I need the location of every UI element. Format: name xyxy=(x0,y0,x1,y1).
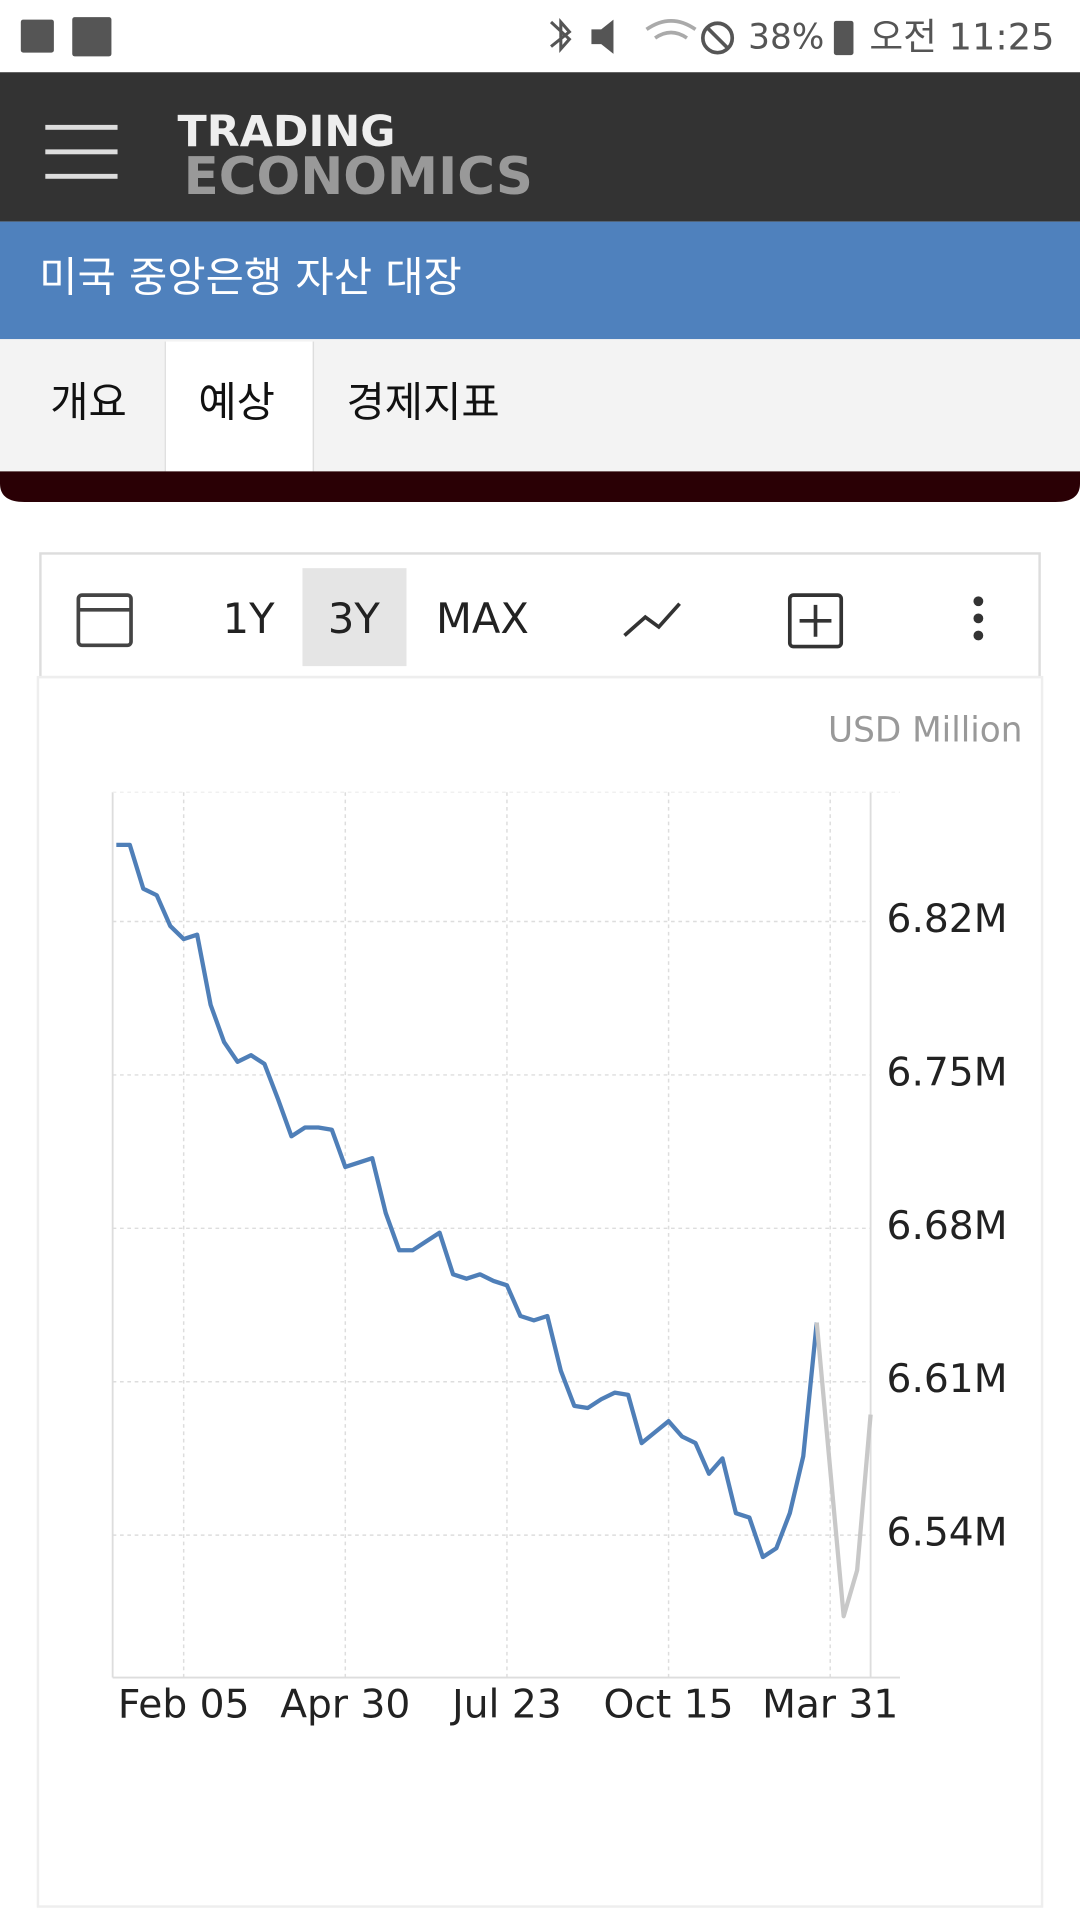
mute-icon xyxy=(591,19,614,54)
range-button[interactable]: 3Y xyxy=(328,594,380,643)
y-tick-label: 6.54M xyxy=(887,1511,1008,1556)
data-line xyxy=(814,1322,873,1619)
plus-icon xyxy=(799,604,832,637)
wifi-icon xyxy=(645,18,697,40)
plus-icon xyxy=(787,593,844,649)
battery-percent: 38% xyxy=(748,18,824,58)
bluetooth-icon xyxy=(549,17,572,54)
logo-top[interactable]: TRADING xyxy=(178,107,396,157)
tab[interactable]: 개요 xyxy=(50,377,127,426)
range-button[interactable]: MAX xyxy=(436,594,529,643)
compare-button[interactable] xyxy=(787,593,844,649)
y-tick-label: 6.82M xyxy=(887,897,1008,942)
dot xyxy=(973,630,984,641)
battery-icon xyxy=(833,20,854,56)
page-title: 미국 중앙은행 자산 대장 xyxy=(39,252,462,301)
more-button[interactable] xyxy=(973,596,984,641)
menu-bar xyxy=(45,124,118,130)
x-tick-label: Mar 31 xyxy=(762,1682,898,1727)
y-tick-label: 6.75M xyxy=(887,1050,1008,1095)
clock: 오전 11:25 xyxy=(869,16,1054,59)
tab-bar xyxy=(0,339,1080,472)
dnd-slash xyxy=(706,26,729,50)
tab[interactable]: 경제지표 xyxy=(347,377,500,426)
x-tick-label: Apr 30 xyxy=(280,1682,410,1727)
x-tick-label: Oct 15 xyxy=(604,1682,734,1727)
logo-bottom[interactable]: ECONOMICS xyxy=(184,147,533,207)
app-header xyxy=(0,72,1080,222)
menu-button[interactable] xyxy=(45,124,118,179)
banner-strip xyxy=(0,471,1080,503)
tab[interactable]: 예상 xyxy=(198,377,275,426)
unit-label: USD Million xyxy=(828,711,1022,751)
flipboard-icon xyxy=(72,17,112,57)
chart-panel xyxy=(36,675,1044,1908)
plot: 6.54M 6.61M 6.68M 6.75M 6.82M Feb 05 Apr 30 Jul… xyxy=(111,791,1008,1727)
chart-type-button[interactable] xyxy=(623,602,681,637)
calendar-button[interactable] xyxy=(76,593,133,648)
x-tick-label: Jul 23 xyxy=(449,1682,562,1727)
menu-bar xyxy=(45,173,118,179)
menu-bar xyxy=(45,149,118,155)
range-selected-bg xyxy=(302,568,407,667)
gallery-icon xyxy=(20,19,54,53)
data-line xyxy=(116,842,819,1560)
y-tick-label: 6.61M xyxy=(887,1357,1008,1402)
y-tick-label: 6.68M xyxy=(887,1204,1008,1249)
dnd-icon xyxy=(701,21,735,55)
chart-toolbar xyxy=(39,552,1041,679)
calendar-icon xyxy=(76,593,133,648)
title-bar xyxy=(0,221,1080,340)
tab-selected-bg xyxy=(165,341,313,472)
dot xyxy=(973,613,984,624)
dot xyxy=(973,596,984,607)
range-button[interactable]: 1Y xyxy=(223,594,275,643)
x-tick-label: Feb 05 xyxy=(118,1682,250,1727)
status-bar xyxy=(0,0,1080,73)
